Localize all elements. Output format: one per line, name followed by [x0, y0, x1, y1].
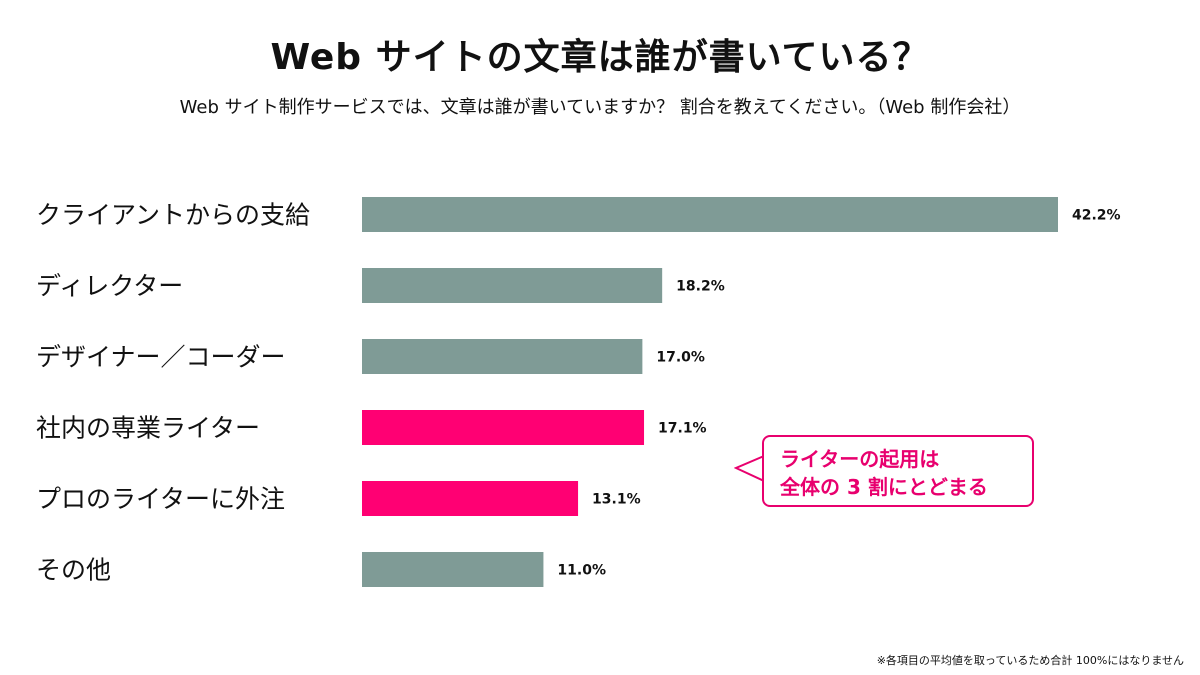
- value-label: 17.1%: [658, 421, 707, 437]
- category-label: 社内の専業ライター: [36, 414, 260, 443]
- value-label: 42.2%: [1072, 208, 1121, 224]
- category-label: プロのライターに外注: [36, 485, 285, 514]
- bar: [362, 339, 643, 374]
- annotation-line-1: ライターの起用は: [780, 447, 940, 471]
- value-label: 18.2%: [676, 279, 725, 295]
- bar: [362, 552, 544, 587]
- value-label: 17.0%: [656, 350, 705, 366]
- value-label: 13.1%: [592, 492, 641, 508]
- value-label: 11.0%: [557, 563, 606, 579]
- bar: [362, 268, 663, 303]
- annotation-callout: ライターの起用は 全体の 3 割にとどまる: [762, 435, 1034, 507]
- category-label: その他: [36, 556, 111, 585]
- bar: [362, 410, 645, 445]
- category-label: クライアントからの支給: [36, 201, 310, 230]
- category-label: デザイナー／コーダー: [36, 343, 286, 372]
- footnote: ※各項目の平均値を取っているため合計 100%にはなりません: [876, 654, 1184, 667]
- chart-subtitle: Web サイト制作サービスでは、文章は誰が書いていますか？ 割合を教えてください…: [179, 97, 1021, 118]
- annotation-line-2: 全体の 3 割にとどまる: [780, 475, 988, 499]
- bar: [362, 197, 1058, 232]
- chart-title: Web サイトの文章は誰が書いている？: [270, 37, 930, 78]
- bar: [362, 481, 579, 516]
- category-label: ディレクター: [36, 272, 183, 301]
